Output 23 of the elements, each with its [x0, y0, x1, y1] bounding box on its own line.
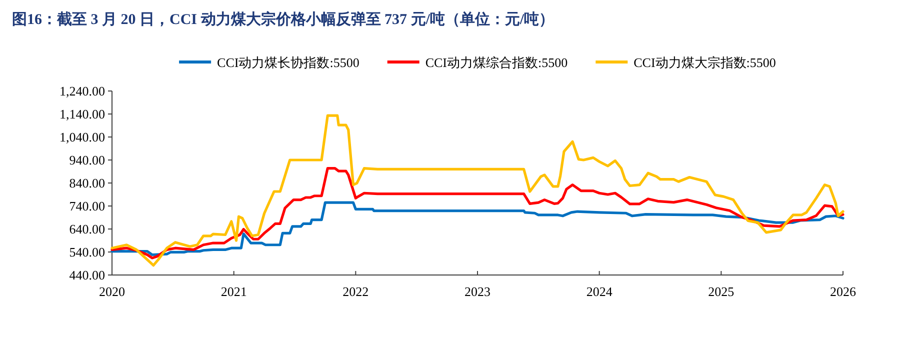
x-tick-label: 2022	[342, 284, 369, 299]
x-tick-label: 2026	[830, 284, 856, 299]
y-tick-label: 640.00	[69, 222, 105, 236]
x-tick-label: 2020	[99, 284, 125, 299]
legend-label: CCI动力煤综合指数:5500	[425, 55, 568, 70]
y-tick-label: 540.00	[69, 244, 105, 260]
x-tick-label: 2025	[708, 284, 734, 299]
x-tick-label: 2021	[220, 284, 247, 299]
legend-label: CCI动力煤大宗指数:5500	[634, 55, 776, 70]
line-series	[110, 201, 844, 256]
y-tick-label: 840.00	[69, 176, 105, 190]
y-tick-label: 440.00	[69, 268, 105, 282]
y-tick-label: 1,040.00	[60, 130, 105, 144]
x-tick-label: 2023	[464, 284, 490, 299]
x-tick-label: 2024	[586, 284, 613, 299]
y-tick-label: 940.00	[69, 152, 105, 168]
y-tick-label: 1,240.00	[60, 84, 105, 98]
line-series	[110, 114, 844, 267]
y-tick-label: 1,140.00	[60, 106, 105, 122]
y-tick-label: 740.00	[69, 198, 105, 214]
legend-label: CCI动力煤长协指数:5500	[217, 55, 360, 70]
line-series	[110, 166, 844, 260]
chart-title: 图16：截至 3 月 20 日，CCI 动力煤大宗价格小幅反弹至 737 元/吨（单位：元/吨）	[12, 10, 554, 28]
